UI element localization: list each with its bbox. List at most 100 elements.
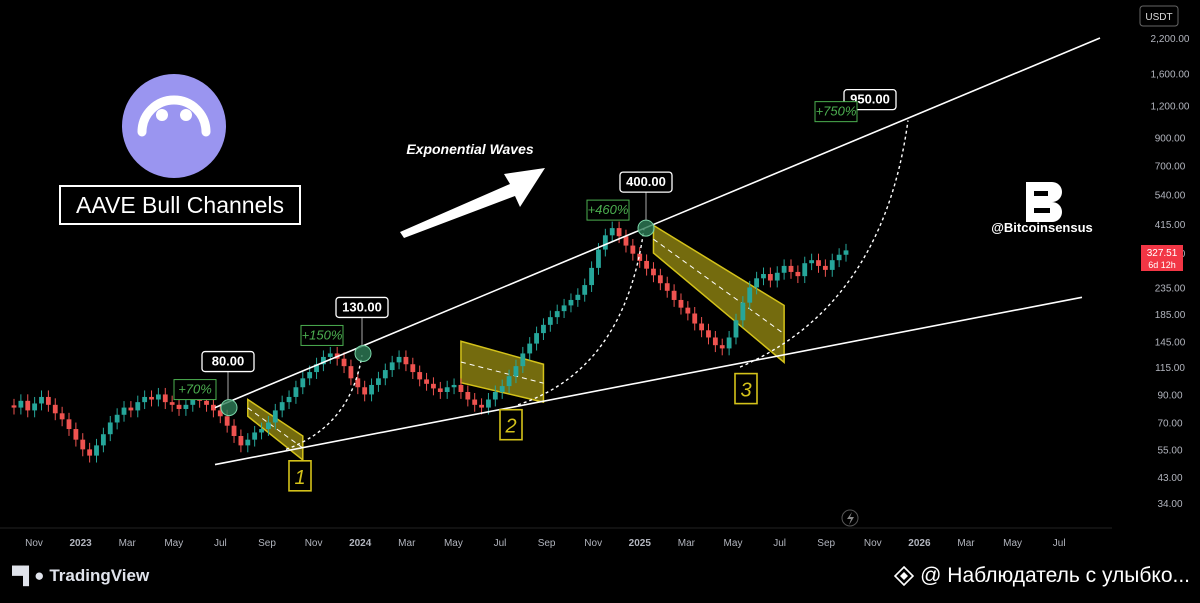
candle-body [39,396,44,404]
candle-body [100,434,106,446]
candle-body [341,358,347,367]
tradingview-mark-icon: ▀▌● [12,566,44,585]
candle-body [547,317,553,325]
candle-body [162,394,168,403]
time-tick-label: May [444,538,463,549]
price-axis[interactable] [1112,0,1200,552]
candle-body [431,383,436,389]
candle-body [671,290,677,300]
bitcoinsensus-logo [1026,182,1062,222]
candle-body [761,274,766,279]
bull-flag [247,398,304,462]
candle-body [843,250,849,255]
target-price-box [619,171,673,193]
candle-body [231,425,237,437]
candle-body [94,445,99,456]
price-tick-label: 145.00 [1155,337,1186,348]
candle-body [534,333,539,344]
candle-body [602,235,608,250]
price-tick-label: 415.00 [1155,220,1186,231]
bull-flags [247,224,785,462]
target-hit-marker [637,219,655,237]
candle-body [259,429,264,433]
price-tick-label: 55.00 [1157,445,1182,456]
candle-body [217,410,223,417]
candle-body [623,236,629,246]
gain-label: +70% [178,382,212,397]
annotation-title: Exponential Waves [406,141,534,157]
candle-body [499,386,505,392]
candle-body [107,422,113,435]
candle-body [451,384,457,388]
candle-body [437,388,443,392]
candle-body [266,422,271,430]
gain-box [586,199,630,221]
candle-body [479,404,484,408]
candle-body [169,402,175,405]
time-tick-label: 2024 [349,538,372,549]
candle-body [59,413,65,420]
candle-body [403,356,409,365]
candle-body [286,396,292,403]
wave-label: 2 [504,416,516,438]
projection-curves [285,120,909,451]
lightning-icon[interactable] [841,509,859,527]
footer-bar [0,552,1200,603]
candle-body [252,432,258,440]
time-tick-label: Jul [494,538,507,549]
candle-body [616,228,622,237]
candle-body [348,366,354,379]
candle-body [774,272,780,281]
price-tick-label: 235.00 [1155,283,1186,294]
target-price-label: 80.00 [212,354,245,369]
candle-body [795,271,801,277]
candle-body [678,299,684,308]
time-axis-ticks[interactable]: Nov 2023 Mar May Jul Sep Nov 2024 Mar May Jul Sep No… [25,538,1065,549]
candle-body [396,356,402,363]
candle-body [121,407,127,415]
wave-label: 3 [740,380,751,402]
time-tick-label: Nov [864,538,882,549]
candle-body [238,436,244,446]
time-tick-label: Sep [817,538,835,549]
candle-body [492,391,498,400]
wave-label-box [288,460,312,492]
wave-label-box [734,372,758,405]
aave-logo [122,74,226,178]
candle-body [314,364,319,373]
price-tick-label: 700.00 [1155,162,1186,173]
candle-body [458,384,464,392]
candle-body [836,254,842,261]
price-tick-label: 185.00 [1155,310,1186,321]
candle-body [224,416,230,426]
candle-body [596,249,601,268]
candle-body [327,353,333,357]
candle-body [176,404,182,409]
big-arrow [400,168,545,238]
candle-body [513,366,519,377]
time-tick-label: Nov [25,538,43,549]
candle-body [816,260,821,266]
gain-label: +460% [588,202,629,217]
currency-badge[interactable] [1139,5,1179,27]
time-tick-label: Mar [957,538,975,549]
candle-body [45,396,51,405]
price-tick-label: 540.00 [1155,191,1186,202]
candle-body [25,400,31,411]
candle-body [87,449,93,456]
candle-body [155,394,161,400]
price-tick-label: 70.00 [1157,418,1182,429]
tradingview-logo[interactable]: ▀▌● TradingView [12,566,149,586]
candle-body [568,299,574,306]
candle-body [554,311,560,318]
price-tick-label: 900.00 [1155,134,1186,145]
wave-label-box [499,408,523,441]
candle-body [355,378,361,388]
candle-body [417,372,423,380]
candle-body [506,376,512,387]
gain-box [814,101,858,123]
candle-body [245,439,251,446]
candle-body [272,410,278,423]
candle-body [410,364,416,373]
